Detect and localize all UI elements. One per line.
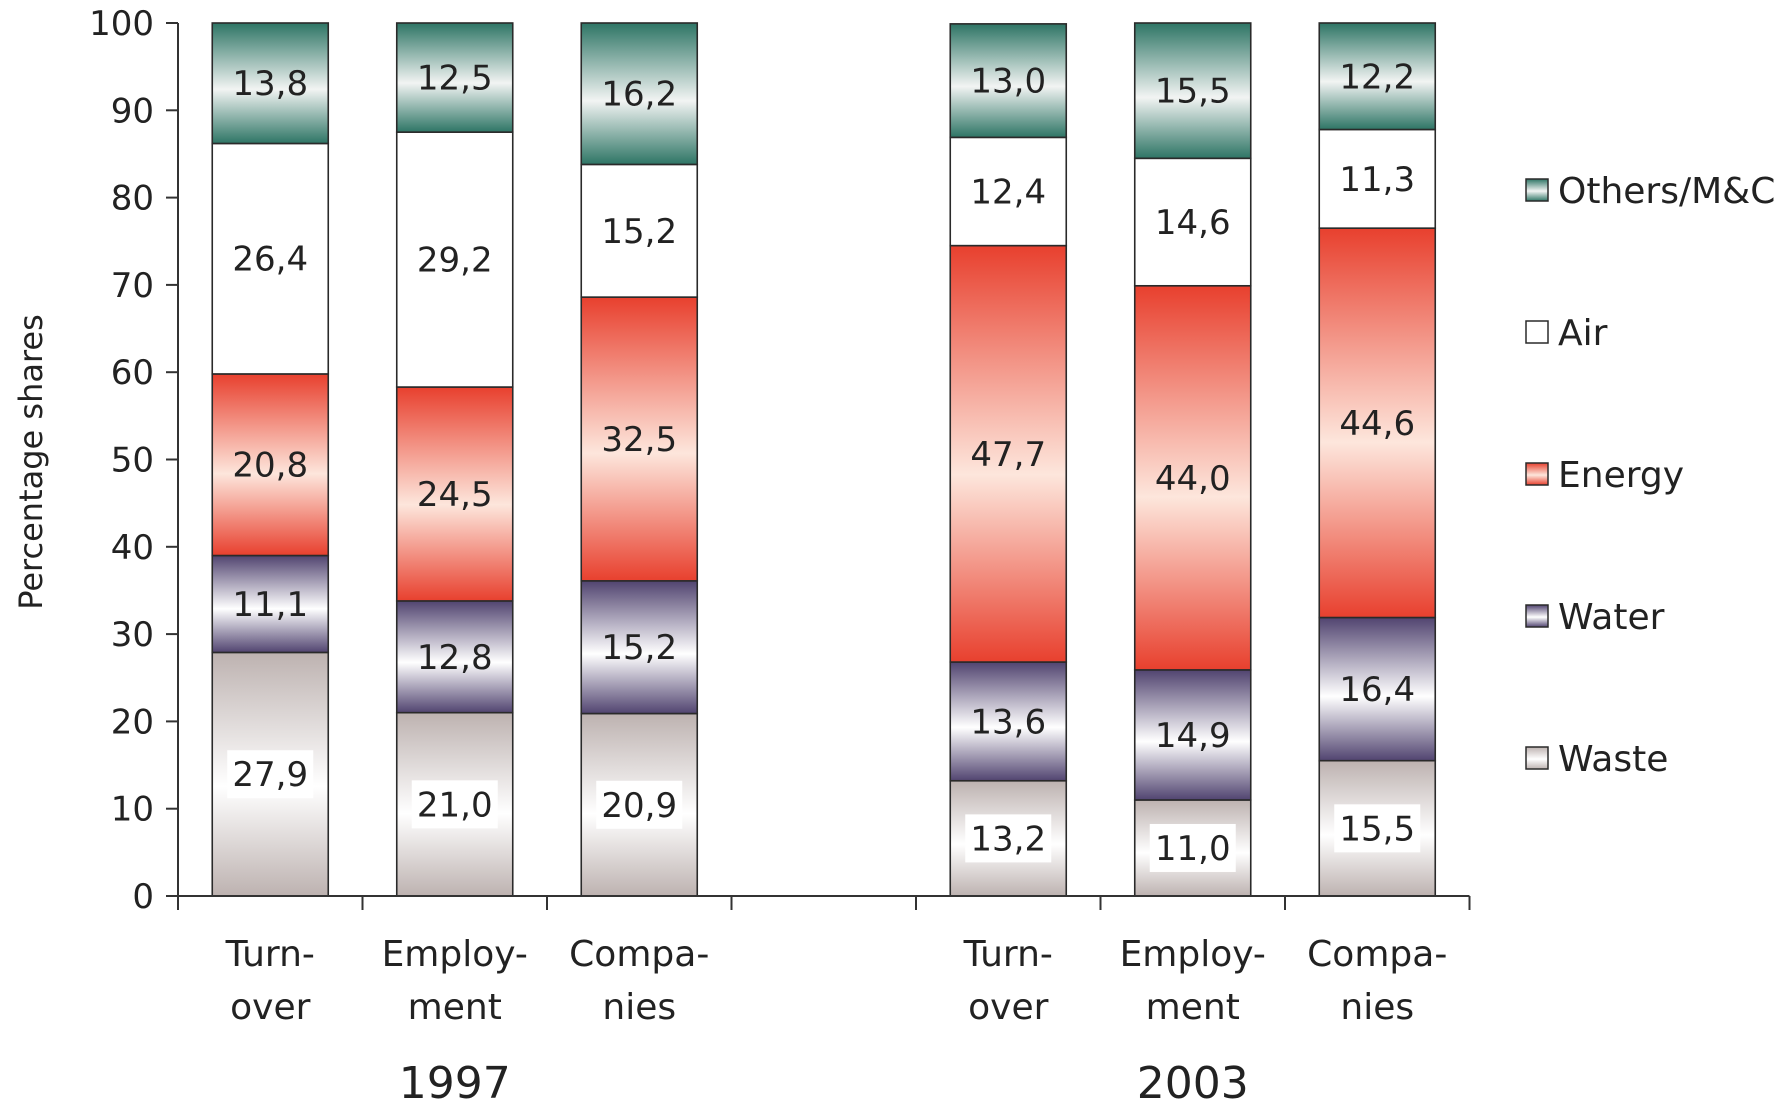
x-category-label: ment — [408, 987, 502, 1028]
data-label: 15,2 — [601, 212, 677, 252]
bar-segment-energy — [1133, 284, 1252, 671]
data-label: 12,5 — [417, 59, 493, 99]
data-label: 44,6 — [1339, 404, 1415, 444]
bar-segment-water — [1318, 616, 1437, 762]
x-category-label: nies — [1340, 987, 1414, 1028]
y-tick-label: 50 — [111, 441, 154, 481]
x-category-label: Compa- — [1307, 934, 1447, 975]
y-tick-label: 10 — [111, 790, 154, 830]
data-label: 14,9 — [1155, 716, 1231, 756]
y-tick-label: 40 — [111, 528, 154, 568]
data-label: 32,5 — [601, 420, 677, 460]
x-category-label: Compa- — [569, 934, 709, 975]
bar-segment-energy — [395, 386, 514, 602]
data-label: 11,3 — [1339, 160, 1415, 200]
data-label: 11,1 — [232, 585, 308, 625]
legend-swatch-waste — [1525, 746, 1549, 770]
y-tick-label: 90 — [111, 91, 154, 131]
x-category-label: ment — [1146, 987, 1240, 1028]
bar-segment-air — [395, 131, 514, 388]
x-category-label: Employ- — [1120, 934, 1266, 975]
bar-segment-others-m-c — [949, 23, 1068, 139]
bar-segment-others-m-c — [211, 22, 330, 145]
data-label: 12,8 — [417, 638, 493, 678]
x-category-label: over — [230, 987, 310, 1028]
data-label: 13,2 — [970, 819, 1046, 859]
x-category-label: Turn- — [963, 934, 1053, 975]
y-tick-label: 70 — [111, 266, 154, 306]
data-label: 15,5 — [1339, 809, 1415, 849]
legend-swatch-others-m-c — [1525, 178, 1549, 202]
bar-segment-energy — [1318, 227, 1437, 619]
bar-segment-others-m-c — [1133, 22, 1252, 160]
group-label-1997: 1997 — [399, 1058, 511, 1101]
data-label: 14,6 — [1155, 203, 1231, 243]
bar-segment-others-m-c — [395, 22, 514, 133]
bar-segment-water — [580, 580, 699, 715]
y-axis-title: Percentage shares — [12, 314, 50, 610]
bar-segment-air — [1318, 128, 1437, 229]
y-tick-label: 100 — [89, 4, 154, 44]
data-label: 16,4 — [1339, 670, 1415, 710]
data-label: 12,4 — [970, 172, 1046, 212]
x-category-label: Turn- — [225, 934, 315, 975]
data-label: 16,2 — [601, 75, 677, 115]
group-label-2003: 2003 — [1137, 1058, 1249, 1101]
data-label: 27,9 — [232, 755, 308, 795]
y-tick-label: 20 — [111, 702, 154, 742]
bar-segment-water — [395, 600, 514, 714]
data-label-box — [411, 780, 498, 829]
bar-segment-air — [1133, 157, 1252, 287]
legend-swatch-water — [1525, 604, 1549, 628]
x-category-label: nies — [602, 987, 676, 1028]
y-tick-label: 0 — [132, 877, 154, 917]
data-label: 21,0 — [417, 785, 493, 825]
legend-swatch-energy — [1525, 462, 1549, 486]
data-label: 24,5 — [417, 475, 493, 515]
y-tick-label: 30 — [111, 615, 154, 655]
legend-label: Energy — [1558, 455, 1684, 496]
data-label: 26,4 — [232, 240, 308, 280]
bar-segment-others-m-c — [1318, 22, 1437, 131]
data-label-box — [1149, 823, 1236, 872]
bar-segment-energy — [580, 296, 699, 582]
x-category-label: Employ- — [382, 934, 528, 975]
data-label: 13,0 — [970, 62, 1046, 102]
legend-label: Air — [1558, 313, 1608, 354]
y-tick-label: 60 — [111, 353, 154, 393]
data-label: 15,5 — [1155, 72, 1231, 112]
data-label: 13,6 — [970, 702, 1046, 742]
data-label: 44,0 — [1155, 459, 1231, 499]
data-label: 29,2 — [417, 241, 493, 281]
legend-label: Water — [1558, 597, 1665, 638]
data-label-box — [227, 750, 314, 799]
data-label-box — [596, 780, 683, 829]
bar-segment-air — [949, 136, 1068, 247]
y-tick-label: 80 — [111, 179, 154, 219]
legend-swatch-air — [1525, 320, 1549, 344]
bar-segment-water — [949, 661, 1068, 782]
bar-segment-others-m-c — [580, 22, 699, 166]
bar-segment-air — [211, 142, 330, 375]
data-label: 13,8 — [232, 64, 308, 104]
data-label: 11,0 — [1155, 829, 1231, 869]
data-label: 47,7 — [970, 435, 1046, 475]
data-label: 20,9 — [601, 786, 677, 826]
legend-label: Others/M&C — [1558, 171, 1775, 212]
data-label: 15,2 — [601, 628, 677, 668]
bar-segment-energy — [949, 244, 1068, 663]
data-label: 20,8 — [232, 446, 308, 486]
data-label-box — [965, 814, 1052, 863]
x-category-label: over — [968, 987, 1048, 1028]
data-label: 12,2 — [1339, 57, 1415, 97]
bar-segment-water — [211, 554, 330, 654]
data-label-box — [1334, 804, 1421, 853]
legend-label: Waste — [1558, 739, 1668, 780]
